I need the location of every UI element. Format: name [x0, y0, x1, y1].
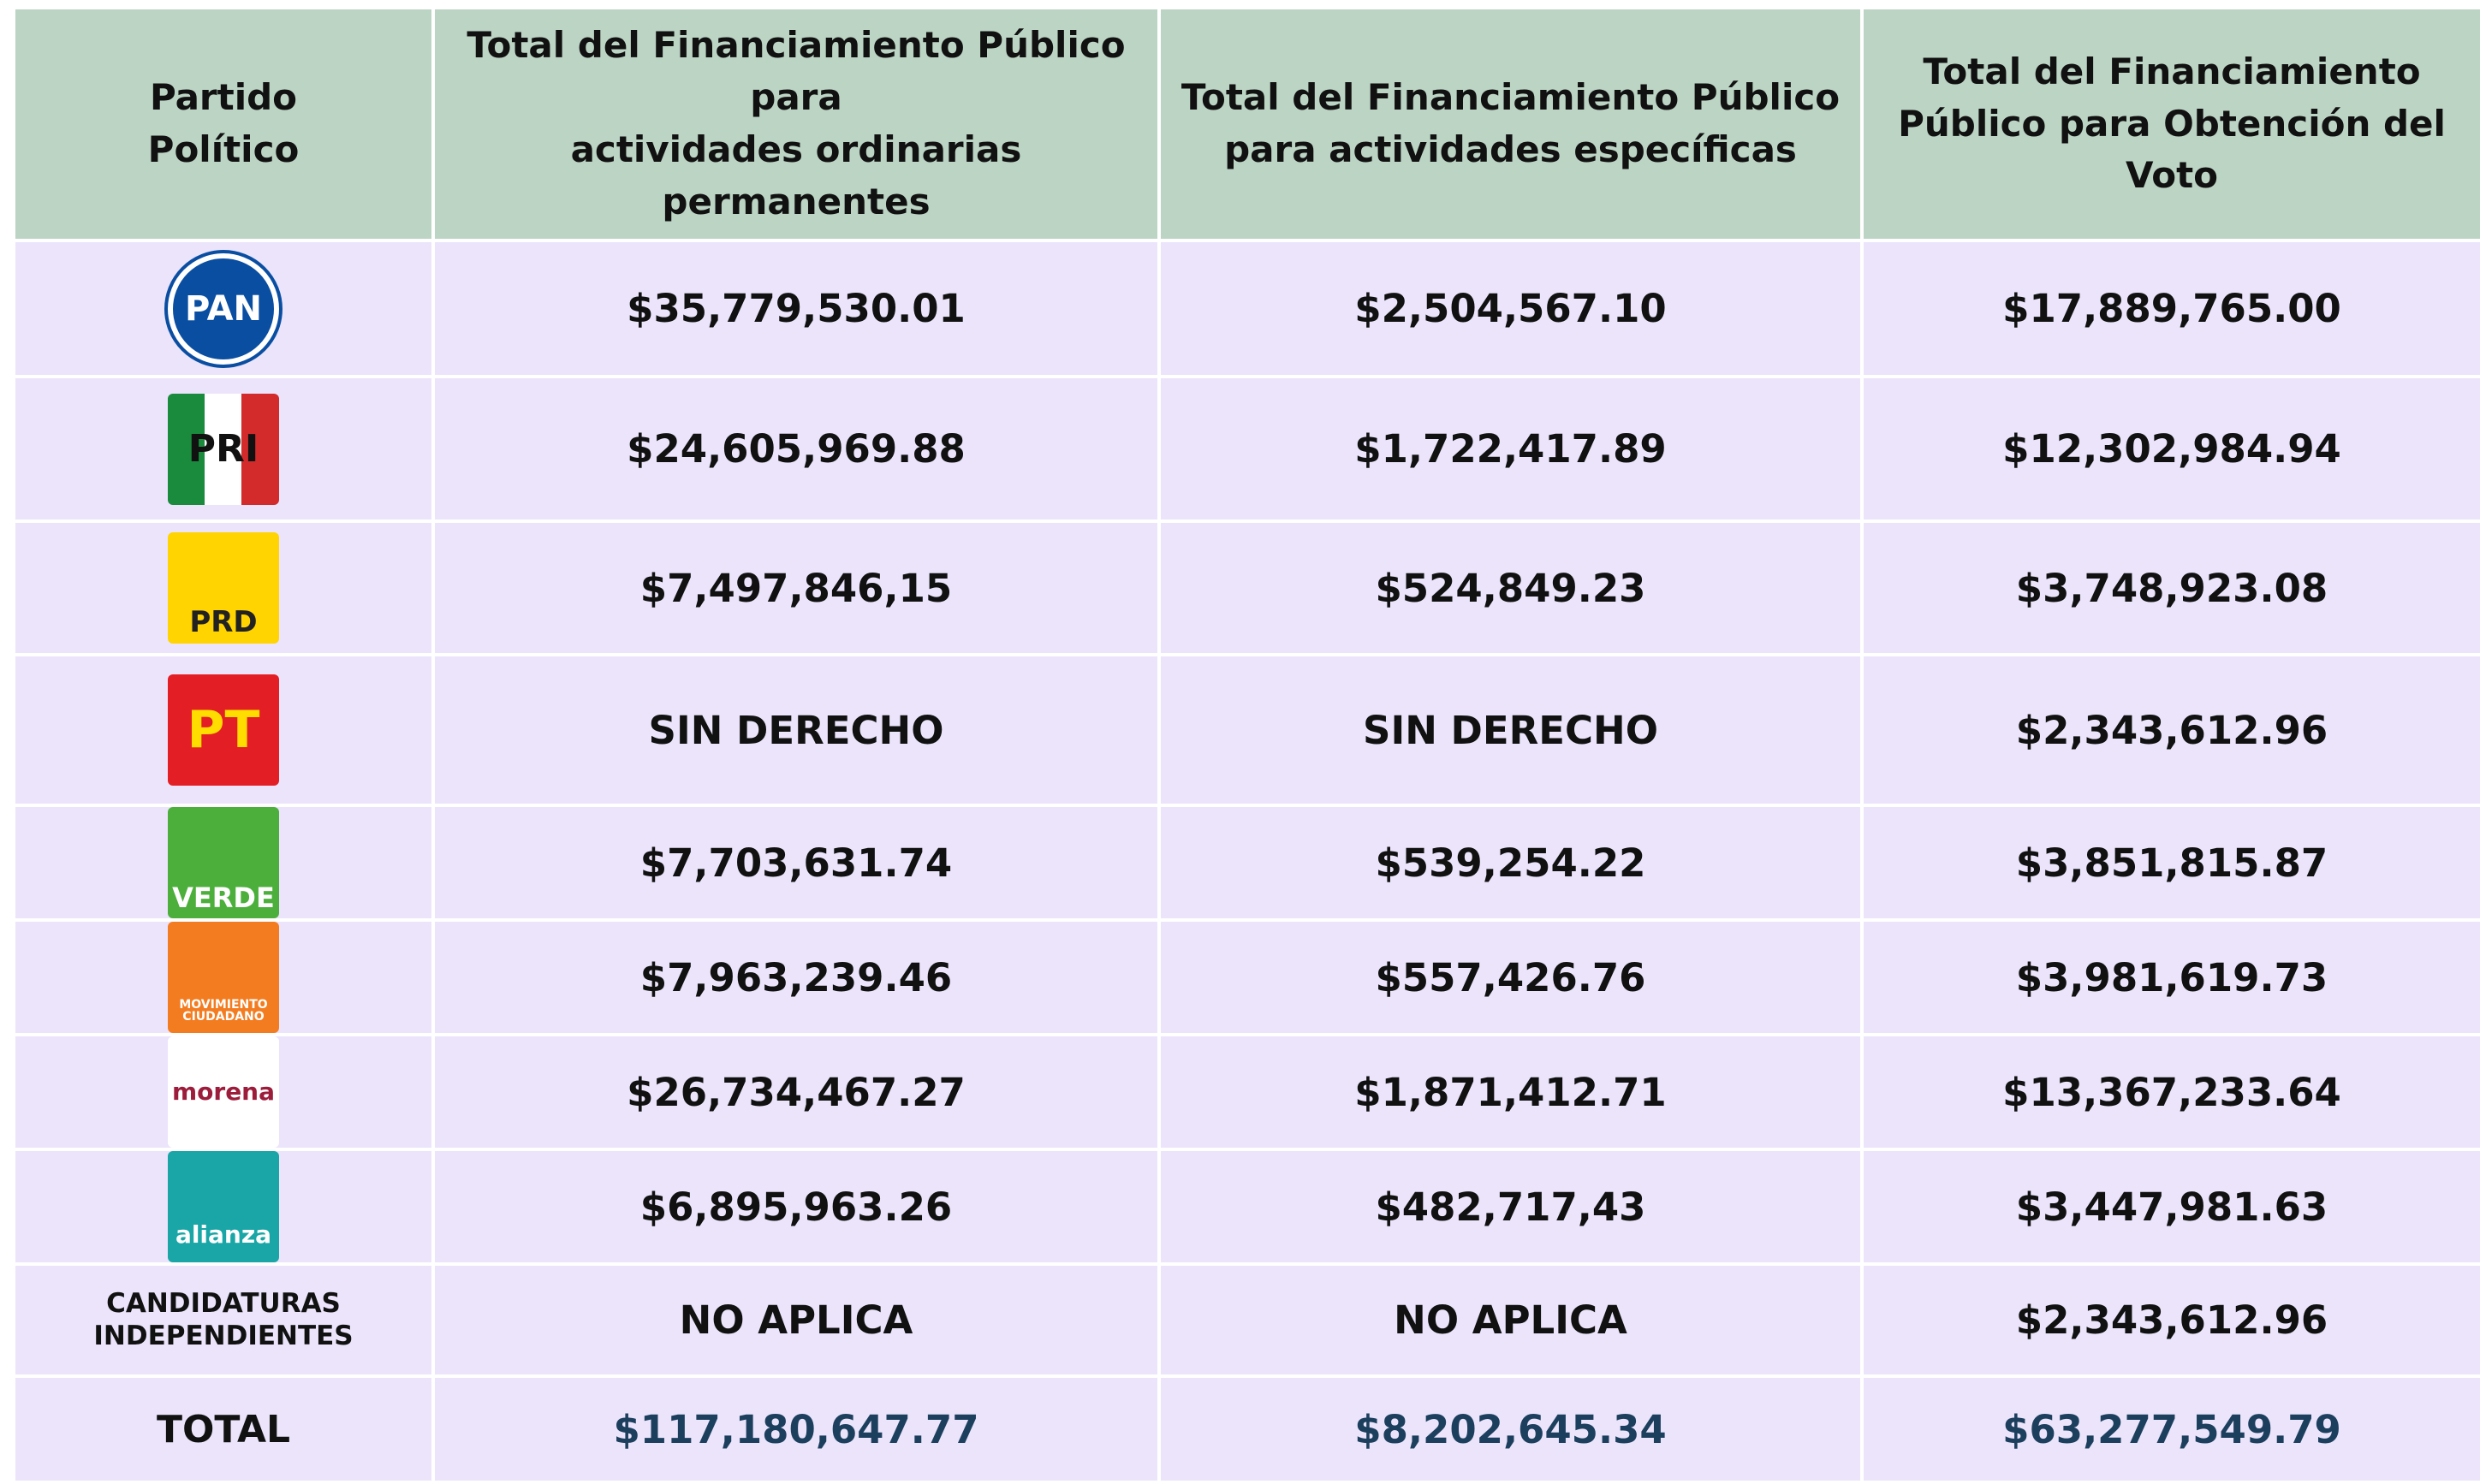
party-logo: alianza — [168, 1151, 279, 1262]
value-cell: $26,734,467.27 — [435, 1036, 1157, 1148]
header-cell: Total del Financiamiento Público para Ob… — [1864, 9, 2480, 239]
value-cell: NO APLICA — [435, 1266, 1157, 1374]
value-cell: $524,849.23 — [1161, 523, 1860, 653]
header-cell: Total del Financiamiento Público para ac… — [1161, 9, 1860, 239]
value-cell: $3,981,619.73 — [1864, 922, 2480, 1033]
value-cell: $3,851,815.87 — [1864, 807, 2480, 918]
value-cell: $12,302,984.94 — [1864, 378, 2480, 519]
value-cell: NO APLICA — [1161, 1266, 1860, 1374]
party-logo: PT — [168, 674, 279, 786]
party-logo: MOVIMIENTO CIUDADANO — [168, 922, 279, 1033]
party-cell: CANDIDATURAS INDEPENDIENTES — [15, 1266, 431, 1374]
value-cell: $7,497,846,15 — [435, 523, 1157, 653]
party-cell: PRI — [15, 378, 431, 519]
party-logo: morena — [168, 1036, 279, 1148]
value-cell: $17,889,765.00 — [1864, 242, 2480, 375]
table-wrap: Partido Político Total del Financiamiento… — [15, 9, 2480, 1481]
party-cell: PT — [15, 656, 431, 804]
party-cell: TOTAL — [15, 1378, 431, 1481]
value-cell: $7,703,631.74 — [435, 807, 1157, 918]
table-row: alianza $6,895,963.26 $482,717,43 $3,447,98… — [15, 1151, 2480, 1262]
table-row: PT SIN DERECHO SIN DERECHO $2,343,612.96 — [15, 656, 2480, 804]
value-cell: $3,447,981.63 — [1864, 1151, 2480, 1262]
party-cell: PAN — [15, 242, 431, 375]
party-cell: VERDE — [15, 807, 431, 918]
value-cell: $2,343,612.96 — [1864, 1266, 2480, 1374]
header-cell: Total del Financiamiento Público para ac… — [435, 9, 1157, 239]
value-cell: $6,895,963.26 — [435, 1151, 1157, 1262]
value-cell: $539,254.22 — [1161, 807, 1860, 918]
value-cell: $24,605,969.88 — [435, 378, 1157, 519]
table-row: PAN $35,779,530.01 $2,504,567.10 $17,889,76… — [15, 242, 2480, 375]
value-cell: $1,722,417.89 — [1161, 378, 1860, 519]
value-cell: $3,748,923.08 — [1864, 523, 2480, 653]
header-cell: Partido Político — [15, 9, 431, 239]
table-row: PRI $24,605,969.88 $1,722,417.89 $12,302,98… — [15, 378, 2480, 519]
value-cell: $7,963,239.46 — [435, 922, 1157, 1033]
value-cell: $2,343,612.96 — [1864, 656, 2480, 804]
value-cell: $1,871,412.71 — [1161, 1036, 1860, 1148]
party-cell: alianza — [15, 1151, 431, 1262]
header-row: Partido Político Total del Financiamiento… — [15, 9, 2480, 239]
value-cell: $35,779,530.01 — [435, 242, 1157, 375]
table-row: CANDIDATURAS INDEPENDIENTES NO APLICA NO A… — [15, 1266, 2480, 1374]
table-row: PRD $7,497,846,15 $524,849.23 $3,748,923.08 — [15, 523, 2480, 653]
party-logo: PAN — [164, 249, 282, 368]
party-logo: PRD — [168, 532, 279, 644]
table-row: morena $26,734,467.27 $1,871,412.71 $13,367… — [15, 1036, 2480, 1148]
table-row: MOVIMIENTO CIUDADANO $7,963,239.46 $557,42… — [15, 922, 2480, 1033]
value-cell: SIN DERECHO — [435, 656, 1157, 804]
funding-table: Partido Político Total del Financiamiento… — [12, 6, 2480, 1484]
party-cell: MOVIMIENTO CIUDADANO — [15, 922, 431, 1033]
value-cell: $117,180,647.77 — [435, 1378, 1157, 1481]
value-cell: $557,426.76 — [1161, 922, 1860, 1033]
table-row: TOTAL $117,180,647.77 $8,202,645.34 $63,277… — [15, 1378, 2480, 1481]
party-logo: PRI — [168, 393, 279, 505]
party-cell: morena — [15, 1036, 431, 1148]
value-cell: $2,504,567.10 — [1161, 242, 1860, 375]
party-logo: VERDE — [168, 807, 279, 918]
party-cell: PRD — [15, 523, 431, 653]
table-body: PAN $35,779,530.01 $2,504,567.10 $17,889,76… — [15, 242, 2480, 1481]
value-cell: $13,367,233.64 — [1864, 1036, 2480, 1148]
value-cell: $8,202,645.34 — [1161, 1378, 1860, 1481]
value-cell: SIN DERECHO — [1161, 656, 1860, 804]
table-row: VERDE $7,703,631.74 $539,254.22 $3,851,815.… — [15, 807, 2480, 918]
value-cell: $482,717,43 — [1161, 1151, 1860, 1262]
value-cell: $63,277,549.79 — [1864, 1378, 2480, 1481]
